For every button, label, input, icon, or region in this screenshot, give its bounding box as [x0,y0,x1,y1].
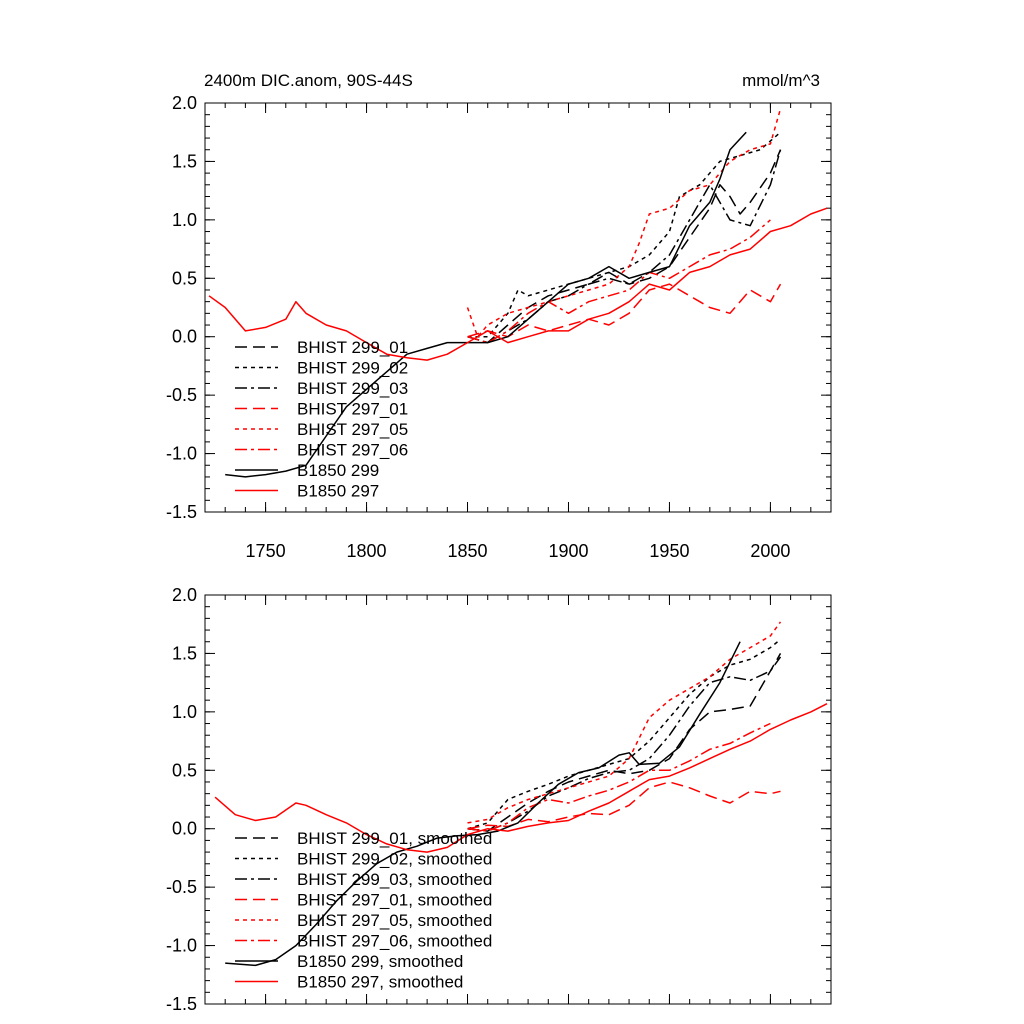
x-tick-label: 1900 [548,541,588,561]
series-line [467,653,782,832]
series-line [225,641,741,967]
y-tick-label: 1.0 [172,702,197,722]
bottom-panel: -1.5 -1.0 -0.5 0.0 0.5 1.0 1.5 2.0 BHIST 299_01… [166,585,832,1014]
legend-label: BHIST 297_05 [297,420,408,439]
plot-frame [204,594,832,1005]
legend-label: BHIST 297_06, smoothed [297,932,492,951]
series-line [467,722,771,832]
legend-label: B1850 297 [297,482,379,501]
legend-label: BHIST 299_02 [297,359,408,378]
legend-label: BHIST 297_05, smoothed [297,911,492,930]
y-tick-label: -1.0 [166,936,197,956]
y-tick-label: 2.0 [172,93,197,113]
y-tick-label: -1.5 [166,994,197,1014]
x-tick-label: 1800 [347,541,387,561]
series-line [467,283,782,338]
series-line [214,703,828,853]
x-tick-label: 2000 [750,541,790,561]
series-line [467,149,782,344]
panel-units: mmol/m^3 [742,71,820,90]
series-line [467,131,781,338]
series-line [467,638,781,830]
y-tick-label: 1.5 [172,151,197,171]
x-tick-label: 1850 [447,541,487,561]
top-panel: 2400m DIC.anom, 90S-44S mmol/m^3 -1.5 -1.… [166,71,832,561]
y-tick-label: 0.5 [172,268,197,288]
legend-label: BHIST 299_02, smoothed [297,850,492,869]
panel-title: 2400m DIC.anom, 90S-44S [204,71,413,90]
y-tick-label: 1.5 [172,643,197,663]
y-tick-label: 0.0 [172,819,197,839]
series-line [467,781,781,830]
series-line [467,656,782,832]
y-tick-label: 0.0 [172,327,197,347]
series-line [208,207,828,361]
legend-label: B1850 297, smoothed [297,973,463,992]
y-tick-label: 0.5 [172,760,197,780]
series-line [467,621,782,824]
legend-label: BHIST 299_01, smoothed [297,829,492,848]
legend-label: BHIST 299_03 [297,379,408,398]
legend-label: B1850 299, smoothed [297,952,463,971]
y-tick-label: 1.0 [172,210,197,230]
series-line [466,108,782,338]
legend-label: BHIST 297_06 [297,441,408,460]
y-tick-label: 2.0 [172,585,197,605]
legend-label: BHIST 297_01 [297,400,408,419]
legend-label: BHIST 299_03, smoothed [297,870,492,889]
x-tick-label: 1750 [246,541,286,561]
y-tick-label: -0.5 [166,877,197,897]
series-line [467,149,782,344]
series-line [467,219,771,344]
y-tick-label: -1.0 [166,444,197,464]
legend-label: BHIST 297_01, smoothed [297,891,492,910]
series-line [225,131,747,478]
plot-frame [204,102,832,513]
legend-label: B1850 299 [297,461,379,480]
x-tick-label: 1950 [649,541,689,561]
y-tick-label: -0.5 [166,385,197,405]
legend-label: BHIST 299_01 [297,338,408,357]
y-tick-label: -1.5 [166,502,197,522]
